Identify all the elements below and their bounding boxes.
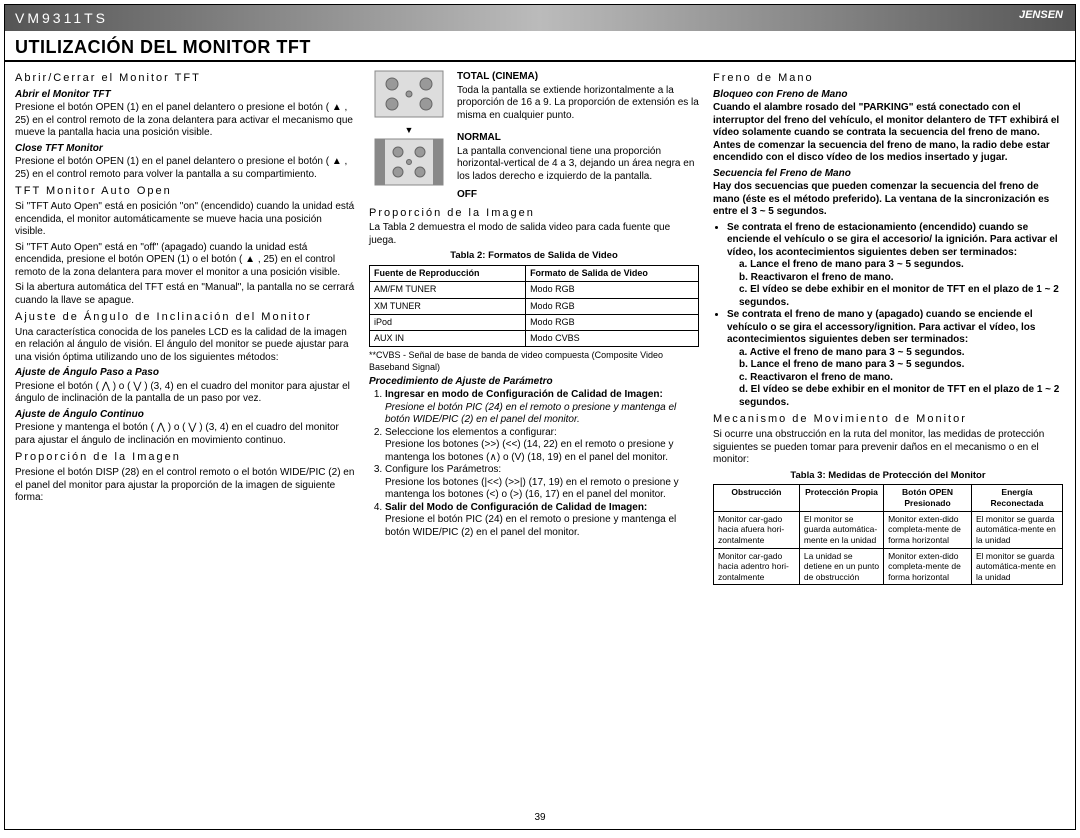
para: La pantalla convencional tiene una propo…: [457, 146, 699, 184]
para: Si "TFT Auto Open" está en posición "on"…: [15, 201, 355, 239]
table-row: AUX INModo CVBS: [370, 331, 699, 347]
heading-open-close: Abrir/Cerrar el Monitor TFT: [15, 72, 355, 86]
label-off: OFF: [457, 189, 699, 202]
subhead-cont-angle: Ajuste de Ángulo Continuo: [15, 409, 355, 422]
label-total: TOTAL (CINEMA): [457, 71, 699, 84]
subhead-lock: Bloqueo con Freno de Mano: [713, 89, 1063, 102]
diagram-cinema: ▼: [369, 68, 449, 203]
normal-icon: [374, 138, 444, 186]
list-item: Se contrata el freno de mano y (apagado)…: [727, 309, 1063, 409]
table-row: Monitor car-gado hacia adentro hori-zont…: [714, 548, 1063, 585]
para: Cuando el alambre rosado del "PARKING" e…: [713, 102, 1063, 165]
table-row: AM/FM TUNERModo RGB: [370, 282, 699, 298]
brand-logo: JENSEN: [1019, 9, 1063, 21]
para: Presione el botón ( ⋀ ) o ( ⋁ ) (3, 4) e…: [15, 381, 355, 406]
page-title: UTILIZACIÓN DEL MONITOR TFT: [15, 37, 1065, 58]
th: Botón OPEN Presionado: [884, 485, 972, 511]
heading-auto-open: TFT Monitor Auto Open: [15, 185, 355, 199]
heading-handbrake: Freno de Mano: [713, 72, 1063, 86]
subhead-step-angle: Ajuste de Ángulo Paso a Paso: [15, 367, 355, 380]
para: Si ocurre una obstrucción en la ruta del…: [713, 429, 1063, 467]
th: Obstrucción: [714, 485, 800, 511]
sequence-list: Se contrata el freno de estacionamiento …: [713, 222, 1063, 410]
para: Presione el botón OPEN (1) en el panel d…: [15, 102, 355, 140]
list-item: Configure los Parámetros: Presione los b…: [385, 464, 699, 502]
procedure-list: Ingresar en modo de Configuración de Cal…: [369, 389, 699, 539]
para: Si "TFT Auto Open" está en "off" (apagad…: [15, 242, 355, 280]
footnote: **CVBS - Señal de base de banda de video…: [369, 350, 699, 373]
title-bar: UTILIZACIÓN DEL MONITOR TFT: [5, 31, 1075, 62]
para: Presione y mantenga el botón ( ⋀ ) o ( ⋁…: [15, 422, 355, 447]
heading-tilt: Ajuste de Ángulo de Inclinación del Moni…: [15, 311, 355, 325]
cinema-icon: [374, 70, 444, 118]
para: Si la abertura automática del TFT está e…: [15, 282, 355, 307]
column-1: Abrir/Cerrar el Monitor TFT Abrir el Mon…: [15, 68, 355, 588]
table-row: Monitor car-gado hacia afuera hori-zonta…: [714, 511, 1063, 548]
table3-caption: Tabla 3: Medidas de Protección del Monit…: [713, 470, 1063, 482]
header-bar: VM9311TS JENSEN: [5, 5, 1075, 31]
table-2: Fuente de Reproducción Formato de Salida…: [369, 265, 699, 347]
table-row: iPodModo RGB: [370, 314, 699, 330]
subhead-open-tft: Abrir el Monitor TFT: [15, 89, 355, 102]
para: Hay dos secuencias que pueden comenzar l…: [713, 181, 1063, 219]
list-item: Se contrata el freno de estacionamiento …: [727, 222, 1063, 310]
table2-caption: Tabla 2: Formatos de Salida de Video: [369, 250, 699, 262]
list-item: Salir del Modo de Configuración de Calid…: [385, 502, 699, 540]
content: Abrir/Cerrar el Monitor TFT Abrir el Mon…: [5, 62, 1075, 588]
th: Protección Propia: [799, 485, 883, 511]
page: VM9311TS JENSEN UTILIZACIÓN DEL MONITOR …: [4, 4, 1076, 830]
subhead-close-tft: Close TFT Monitor: [15, 143, 355, 156]
heading-aspect: Proporción de la Imagen: [15, 451, 355, 465]
column-2: ▼ TOTAL (CINEMA) Toda la pantalla se: [369, 68, 699, 588]
list-item: Ingresar en modo de Configuración de Cal…: [385, 389, 699, 427]
model-number: VM9311TS: [15, 10, 108, 26]
table-3: Obstrucción Protección Propia Botón OPEN…: [713, 484, 1063, 585]
para: La Tabla 2 demuestra el modo de salida v…: [369, 222, 699, 247]
th: Formato de Salida de Video: [526, 266, 699, 282]
label-normal: NORMAL: [457, 132, 699, 145]
list-item: Seleccione los elementos a configurar: P…: [385, 427, 699, 465]
heading-aspect2: Proporción de la Imagen: [369, 207, 699, 221]
th: Fuente de Reproducción: [370, 266, 526, 282]
column-3: Freno de Mano Bloqueo con Freno de Mano …: [713, 68, 1063, 588]
heading-mechanism: Mecanismo de Movimiento de Monitor: [713, 413, 1063, 427]
para: Presione el botón OPEN (1) en el panel d…: [15, 156, 355, 181]
para: Una característica conocida de los panel…: [15, 327, 355, 365]
para: Toda la pantalla se extiende horizontalm…: [457, 85, 699, 123]
subhead-seq: Secuencia fel Freno de Mano: [713, 168, 1063, 181]
table-row: XM TUNERModo RGB: [370, 298, 699, 314]
page-number: 39: [534, 812, 545, 823]
subhead-param: Procedimiento de Ajuste de Parámetro: [369, 376, 699, 389]
para: Presione el botón DISP (28) en el contro…: [15, 467, 355, 505]
th: Energía Reconectada: [972, 485, 1063, 511]
